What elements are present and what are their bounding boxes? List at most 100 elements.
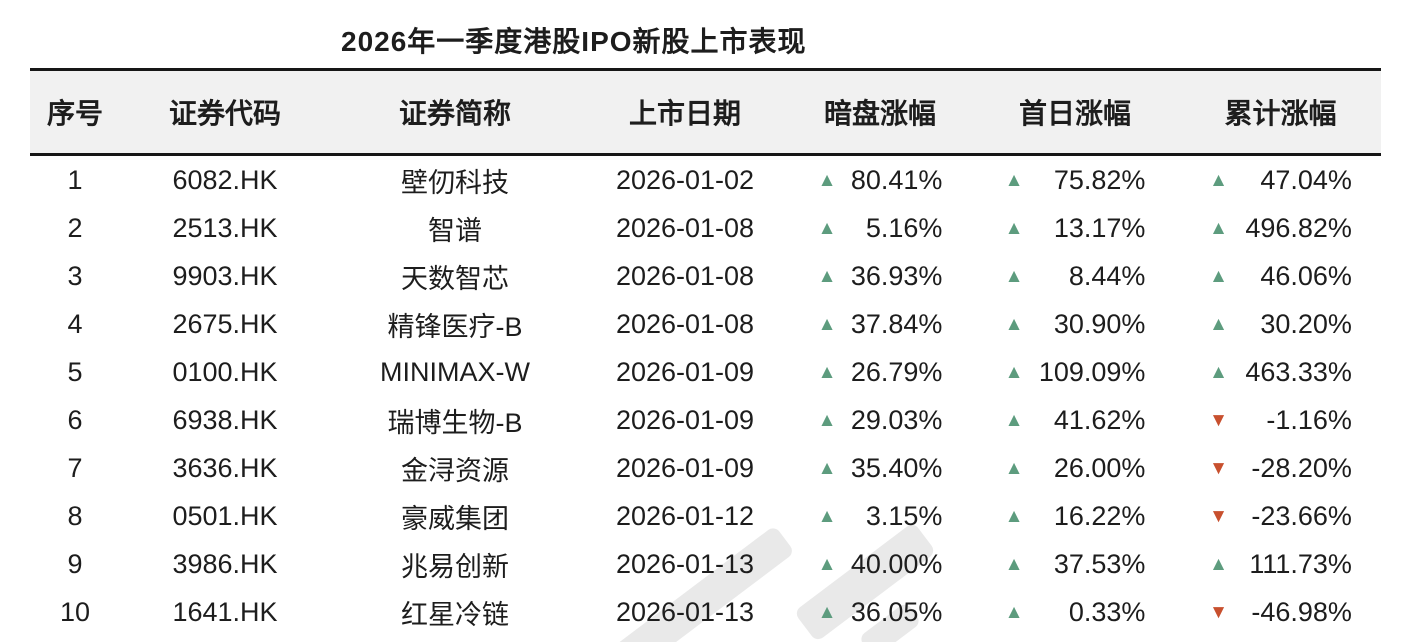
cell-listing-date: 2026-01-09 (615, 356, 755, 387)
cell-name: 金浔资源 (401, 455, 509, 486)
up-triangle-icon: ▲ (817, 457, 837, 479)
cell-name: 豪威集团 (401, 503, 509, 534)
cell-first-day-gain-value: 109.09% (1038, 356, 1146, 387)
cell-cumulative-gain: ▲ 46.06% (1180, 261, 1381, 292)
cell-name: MINIMAX-W (380, 356, 530, 387)
cell-first-day-gain-value: 41.62% (1053, 404, 1146, 435)
cell-grey-market-gain: ▲ 29.03% (790, 405, 970, 436)
cell-grey-market-gain-value: 29.03% (850, 404, 943, 435)
cell-first-day-gain: ▲ 8.44% (970, 261, 1180, 292)
cell-listing-date: 2026-01-09 (615, 452, 755, 483)
cell-name: 智谱 (428, 215, 482, 246)
cell-cumulative-gain: ▲ 496.82% (1180, 213, 1381, 244)
col-header-first-day-gain: 首日涨幅 (1018, 98, 1131, 129)
cell-first-day-gain: ▲ 75.82% (970, 165, 1180, 196)
cell-index: 8 (67, 500, 83, 531)
cell-grey-market-gain: ▲ 40.00% (790, 549, 970, 580)
table-row: 9 3986.HK 兆易创新 2026-01-13 ▲ 40.00% ▲ 37.53% ▲ 111… (30, 540, 1381, 588)
cell-name: 瑞博生物-B (387, 407, 523, 438)
cell-first-day-gain: ▲ 41.62% (970, 405, 1180, 436)
cell-cumulative-gain-value: 463.33% (1245, 356, 1352, 387)
table-row: 1 6082.HK 壁仞科技 2026-01-02 ▲ 80.41% ▲ 75.82% ▲ 47.… (30, 156, 1381, 204)
col-header-cumulative-gain: 累计涨幅 (1224, 98, 1337, 129)
cell-grey-market-gain-value: 35.40% (850, 452, 943, 483)
cell-first-day-gain: ▲ 109.09% (970, 357, 1180, 388)
cell-ticker: 0501.HK (172, 500, 278, 531)
table-row: 7 3636.HK 金浔资源 2026-01-09 ▲ 35.40% ▲ 26.00% ▼ -28… (30, 444, 1381, 492)
cell-cumulative-gain: ▲ 47.04% (1180, 165, 1381, 196)
cell-grey-market-gain: ▲ 36.05% (790, 597, 970, 628)
cell-cumulative-gain-value: 111.73% (1249, 548, 1352, 579)
cell-ticker: 0100.HK (172, 356, 278, 387)
cell-first-day-gain: ▲ 30.90% (970, 309, 1180, 340)
cell-cumulative-gain-value: -1.16% (1266, 404, 1352, 435)
cell-first-day-gain: ▲ 16.22% (970, 501, 1180, 532)
cell-ticker: 3986.HK (172, 548, 278, 579)
cell-index: 7 (67, 452, 83, 483)
up-triangle-icon: ▲ (1209, 313, 1228, 335)
cell-listing-date: 2026-01-13 (615, 548, 755, 579)
cell-name: 壁仞科技 (401, 167, 509, 198)
up-triangle-icon: ▲ (817, 361, 837, 383)
cell-grey-market-gain-value: 36.05% (850, 596, 943, 627)
up-triangle-icon: ▲ (1209, 169, 1228, 191)
cell-first-day-gain: ▲ 26.00% (970, 453, 1180, 484)
down-triangle-icon: ▼ (1209, 409, 1228, 431)
cell-first-day-gain: ▲ 0.33% (970, 597, 1180, 628)
cell-index: 4 (67, 308, 83, 339)
cell-first-day-gain-value: 13.17% (1053, 212, 1146, 243)
up-triangle-icon: ▲ (1209, 553, 1228, 575)
cell-ticker: 9903.HK (172, 260, 278, 291)
cell-first-day-gain-value: 0.33% (1068, 596, 1146, 627)
cell-first-day-gain-value: 30.90% (1053, 308, 1146, 339)
cell-grey-market-gain-value: 3.15% (865, 500, 943, 531)
cell-cumulative-gain-value: 496.82% (1245, 212, 1352, 243)
up-triangle-icon: ▲ (1209, 265, 1228, 287)
cell-first-day-gain: ▲ 37.53% (970, 549, 1180, 580)
cell-first-day-gain-value: 26.00% (1053, 452, 1146, 483)
ipo-table: 序号 证券代码 证券简称 上市日期 暗盘涨幅 首日涨幅 累计涨幅 1 6082.H… (30, 68, 1381, 636)
cell-ticker: 6938.HK (172, 404, 278, 435)
cell-cumulative-gain: ▼ -1.16% (1180, 405, 1381, 436)
cell-grey-market-gain-value: 80.41% (850, 164, 943, 195)
cell-index: 6 (67, 404, 83, 435)
cell-grey-market-gain-value: 37.84% (850, 308, 943, 339)
col-header-ticker: 证券代码 (168, 98, 281, 129)
up-triangle-icon: ▲ (1004, 265, 1024, 287)
cell-cumulative-gain: ▲ 30.20% (1180, 309, 1381, 340)
cell-grey-market-gain: ▲ 3.15% (790, 501, 970, 532)
cell-first-day-gain-value: 75.82% (1053, 164, 1146, 195)
cell-cumulative-gain-value: -28.20% (1251, 452, 1352, 483)
table-row: 5 0100.HK MINIMAX-W 2026-01-09 ▲ 26.79% ▲ 109.0… (30, 348, 1381, 396)
cell-index: 10 (59, 596, 91, 627)
up-triangle-icon: ▲ (1004, 217, 1024, 239)
cell-cumulative-gain-value: 46.06% (1260, 260, 1352, 291)
cell-ticker: 3636.HK (172, 452, 278, 483)
cell-grey-market-gain-value: 5.16% (865, 212, 943, 243)
cell-cumulative-gain-value: -23.66% (1251, 500, 1352, 531)
up-triangle-icon: ▲ (817, 601, 837, 623)
cell-cumulative-gain: ▼ -23.66% (1180, 501, 1381, 532)
cell-listing-date: 2026-01-08 (615, 212, 755, 243)
cell-first-day-gain: ▲ 13.17% (970, 213, 1180, 244)
cell-grey-market-gain: ▲ 5.16% (790, 213, 970, 244)
up-triangle-icon: ▲ (817, 169, 837, 191)
cell-ticker: 1641.HK (172, 596, 278, 627)
cell-cumulative-gain-value: -46.98% (1251, 596, 1352, 627)
cell-cumulative-gain: ▲ 111.73% (1180, 549, 1381, 580)
cell-index: 9 (67, 548, 83, 579)
table-row: 8 0501.HK 豪威集团 2026-01-12 ▲ 3.15% ▲ 16.22% ▼ -23.… (30, 492, 1381, 540)
cell-cumulative-gain: ▼ -46.98% (1180, 597, 1381, 628)
col-header-name: 证券简称 (398, 98, 511, 129)
up-triangle-icon: ▲ (1004, 457, 1024, 479)
cell-name: 精锋医疗-B (387, 311, 523, 342)
up-triangle-icon: ▲ (1004, 361, 1024, 383)
cell-name: 天数智芯 (401, 263, 509, 294)
cell-listing-date: 2026-01-09 (615, 404, 755, 435)
cell-grey-market-gain: ▲ 80.41% (790, 165, 970, 196)
cell-grey-market-gain: ▲ 26.79% (790, 357, 970, 388)
up-triangle-icon: ▲ (1004, 169, 1024, 191)
cell-grey-market-gain-value: 26.79% (850, 356, 943, 387)
cell-index: 3 (67, 260, 83, 291)
up-triangle-icon: ▲ (817, 217, 837, 239)
